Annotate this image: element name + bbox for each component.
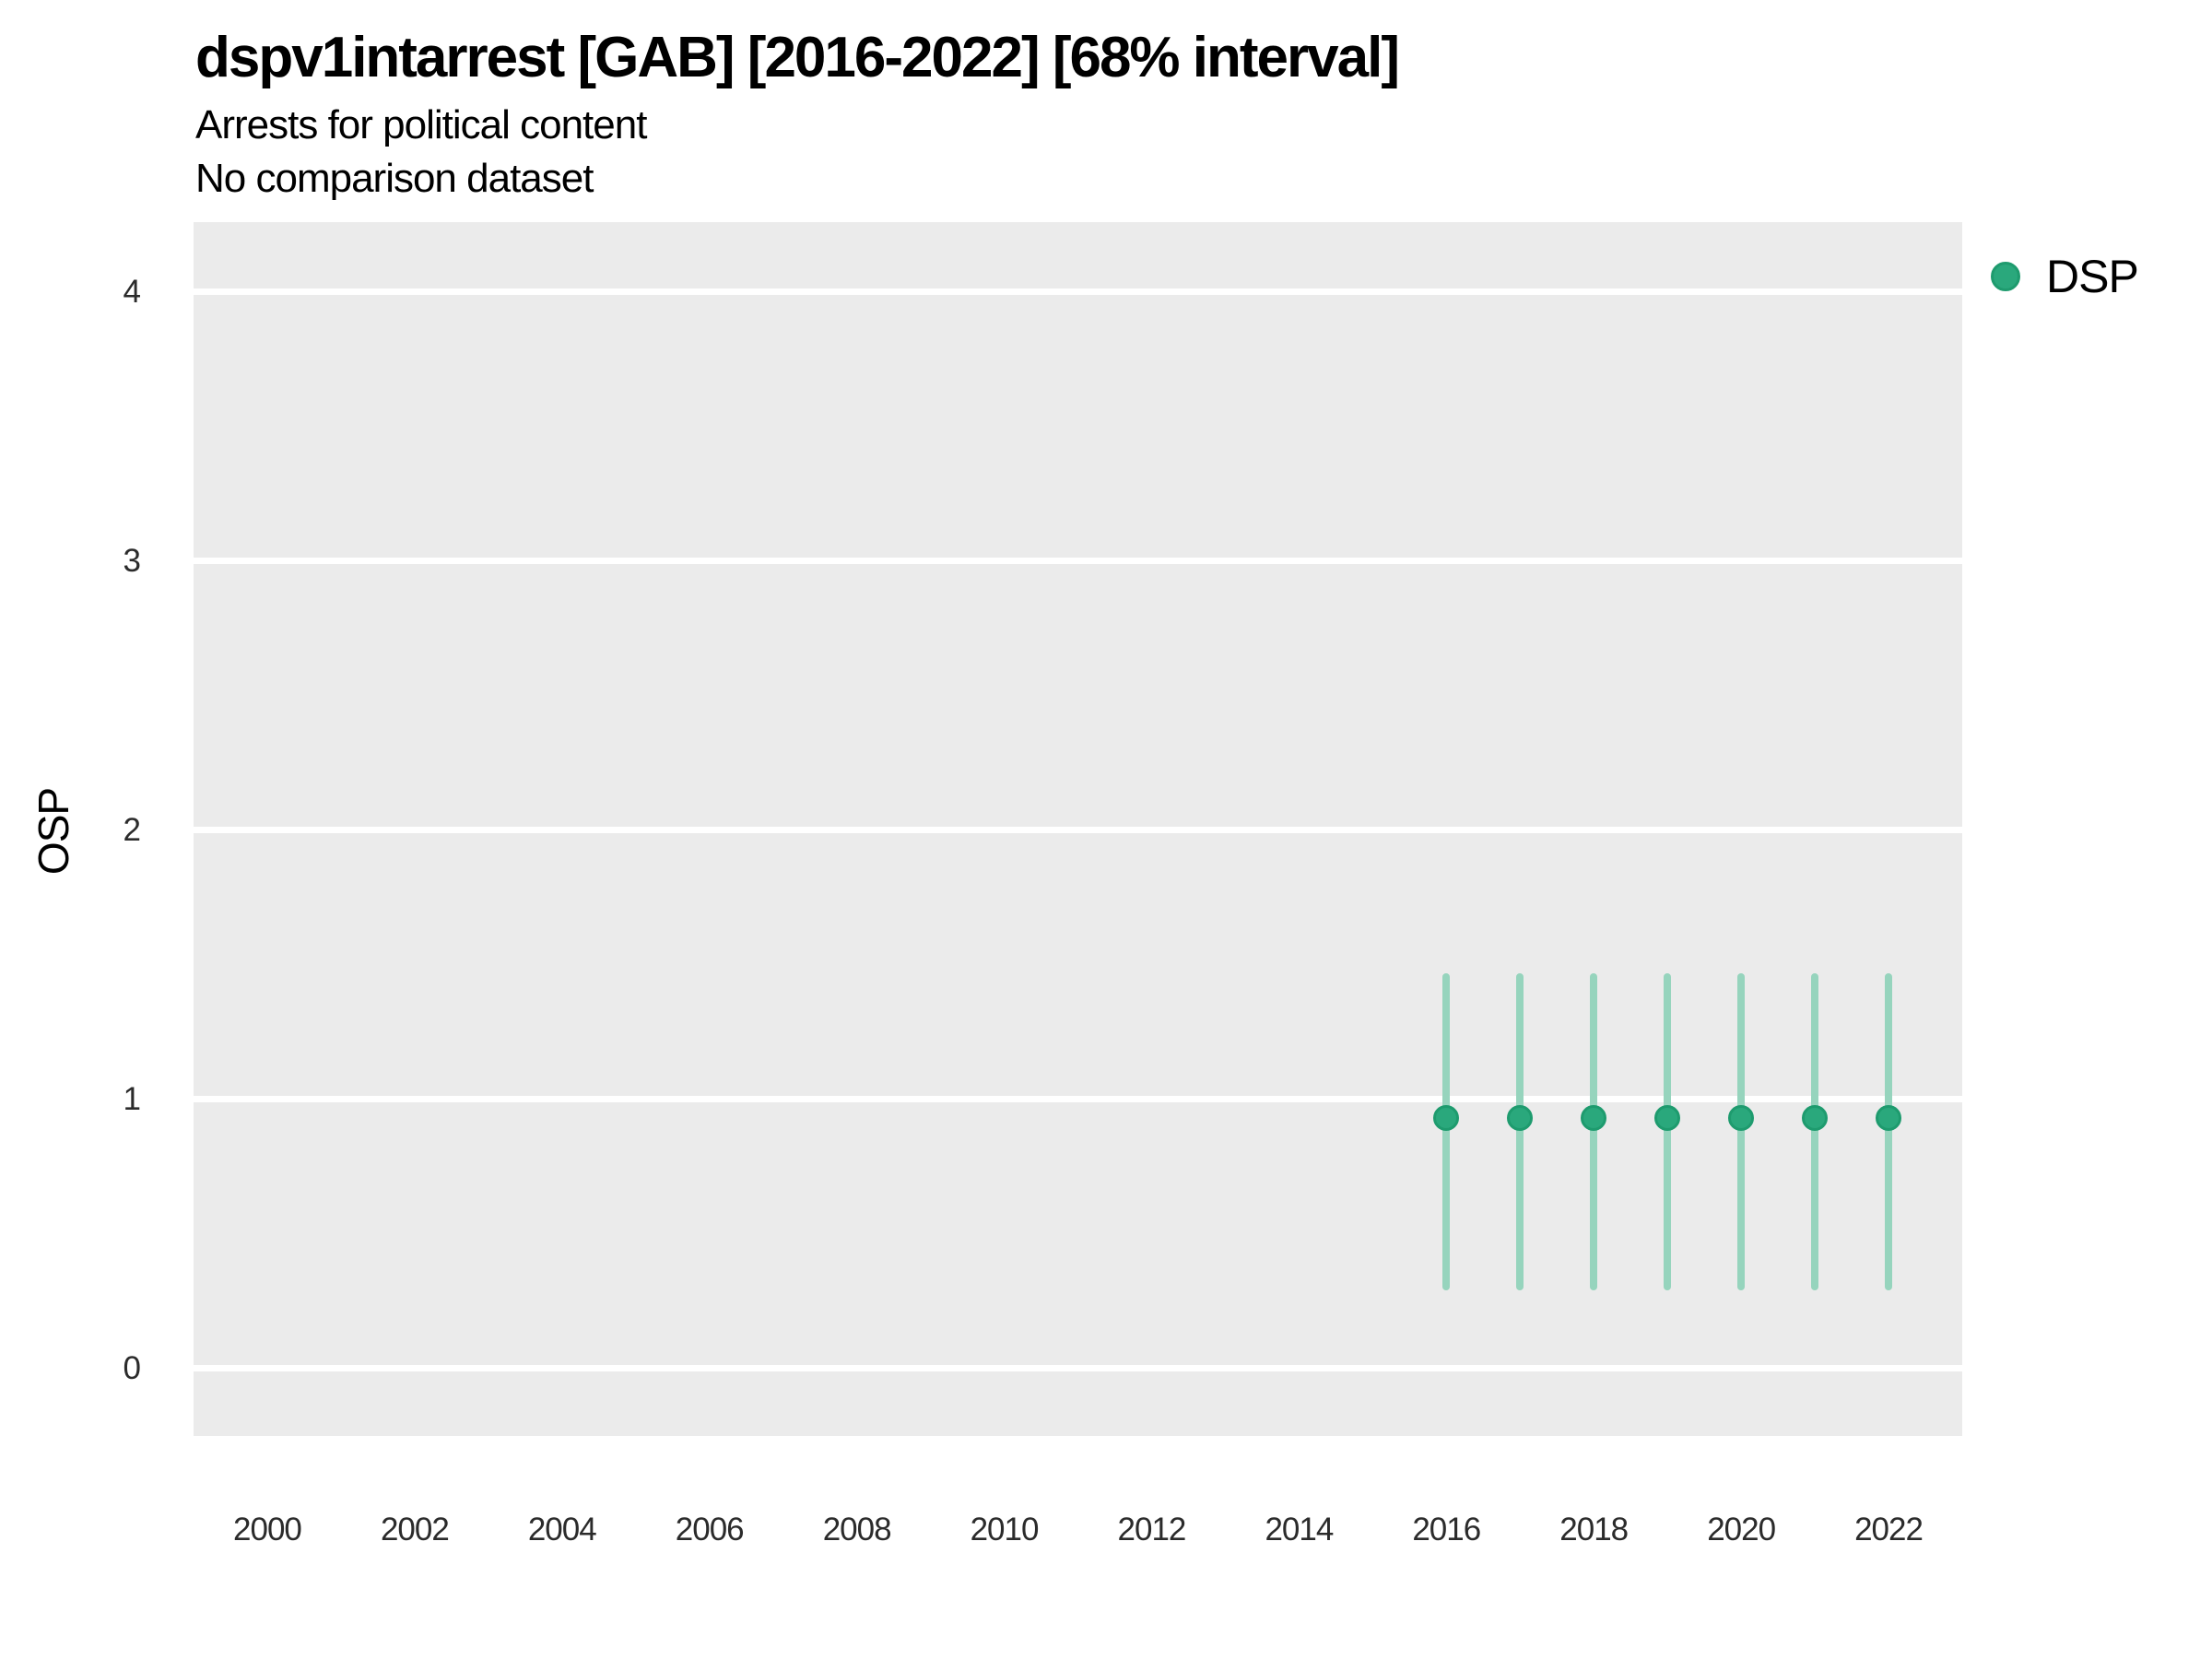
- gridline-y-0: [194, 1365, 1962, 1372]
- point-estimate-2018: [1581, 1105, 1607, 1132]
- x-tick-label: 2006: [675, 1512, 745, 1547]
- point-estimate-2022: [1876, 1105, 1902, 1132]
- x-tick-label: 2016: [1412, 1512, 1481, 1547]
- x-tick-label: 2000: [233, 1512, 302, 1547]
- interval-bar-2020: [1737, 972, 1746, 1291]
- gridline-y-4: [194, 288, 1962, 296]
- interval-bar-2019: [1664, 972, 1672, 1291]
- gridline-y-2: [194, 827, 1962, 834]
- x-tick-label: 2020: [1707, 1512, 1776, 1547]
- legend: DSP: [1991, 251, 2139, 302]
- y-tick-label: 2: [123, 811, 141, 848]
- y-tick-label: 3: [123, 542, 141, 579]
- point-estimate-2021: [1802, 1105, 1829, 1132]
- point-estimate-2016: [1433, 1105, 1460, 1132]
- y-tick-label: 0: [123, 1349, 141, 1386]
- gridline-y-1: [194, 1096, 1962, 1103]
- interval-bar-2016: [1442, 972, 1451, 1291]
- chart-comparison-note: No comparison dataset: [195, 156, 594, 201]
- x-tick-label: 2002: [380, 1512, 450, 1547]
- x-tick-label: 2018: [1559, 1512, 1629, 1547]
- x-tick-label: 2022: [1854, 1512, 1924, 1547]
- interval-bar-2018: [1590, 972, 1598, 1291]
- interval-bar-2022: [1885, 972, 1893, 1291]
- x-tick-label: 2010: [970, 1512, 1040, 1547]
- legend-point-icon: [1991, 262, 2020, 291]
- point-estimate-2017: [1507, 1105, 1534, 1132]
- plot-panel: [194, 222, 1962, 1436]
- y-tick-label: 4: [123, 273, 141, 310]
- y-tick-label: 1: [123, 1080, 141, 1117]
- point-estimate-2020: [1728, 1105, 1755, 1132]
- chart-title: dspv1intarrest [GAB] [2016-2022] [68% in…: [195, 26, 1400, 89]
- point-estimate-2019: [1654, 1105, 1681, 1132]
- gridline-y-3: [194, 558, 1962, 565]
- interval-bar-2017: [1516, 972, 1524, 1291]
- legend-label: DSP: [2046, 251, 2139, 302]
- x-tick-label: 2004: [527, 1512, 597, 1547]
- x-tick-label: 2008: [822, 1512, 892, 1547]
- chart-subtitle: Arrests for political content: [195, 102, 647, 147]
- interval-bar-2021: [1811, 972, 1819, 1291]
- x-tick-label: 2014: [1265, 1512, 1334, 1547]
- x-tick-label: 2012: [1117, 1512, 1187, 1547]
